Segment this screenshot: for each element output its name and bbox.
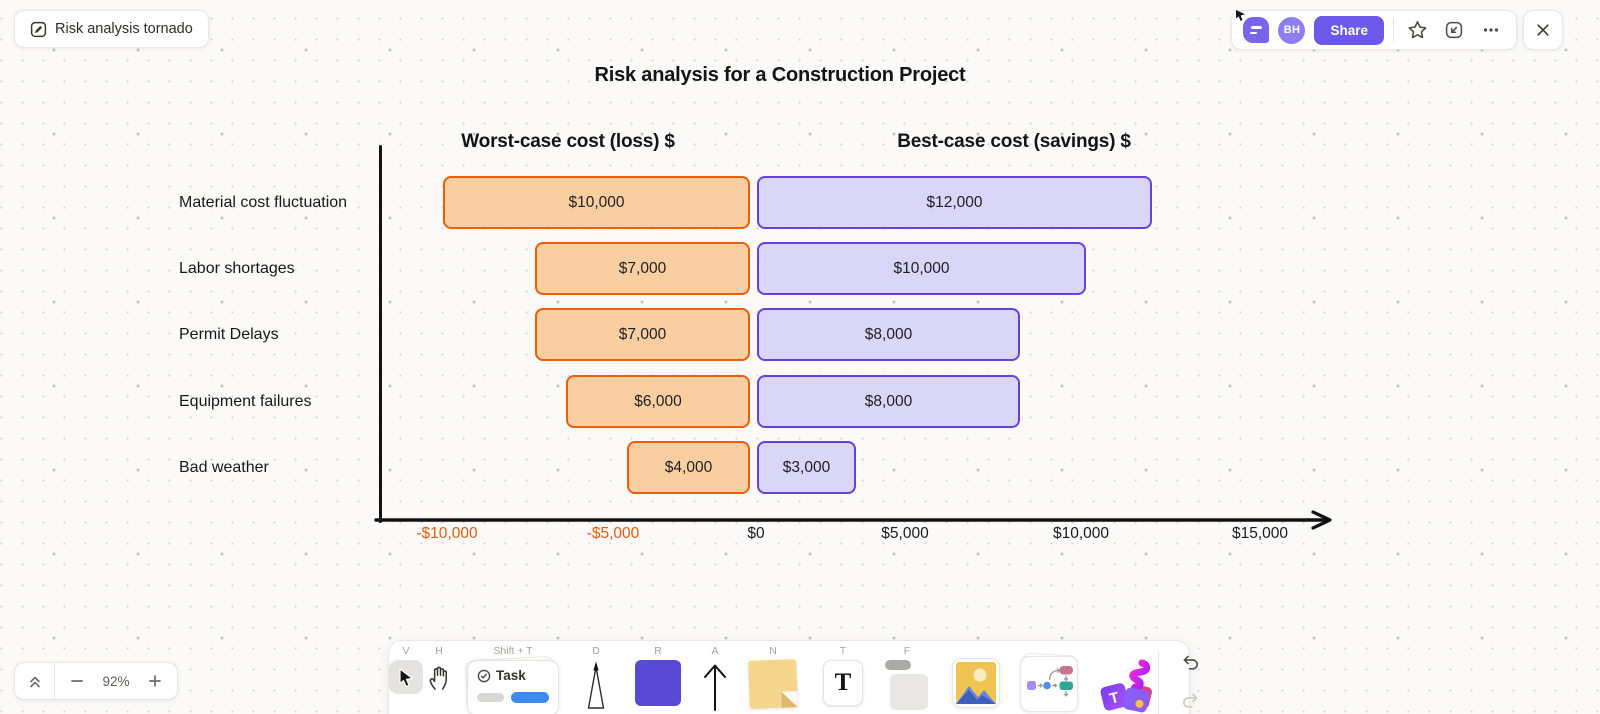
- loss-bar[interactable]: $10,000: [443, 176, 750, 229]
- savings-bar[interactable]: $8,000: [757, 375, 1020, 428]
- loss-bar[interactable]: $4,000: [627, 441, 750, 494]
- redo-icon: [1180, 690, 1201, 711]
- loss-bar[interactable]: $7,000: [535, 242, 750, 295]
- pill-gray: [477, 693, 504, 702]
- ellipsis-icon: [1481, 20, 1501, 40]
- check-circle-icon: [477, 669, 491, 683]
- minus-icon: [70, 674, 84, 688]
- chart-title: Risk analysis for a Construction Project: [594, 64, 966, 86]
- toolbar-divider: [1158, 651, 1159, 714]
- arrow-icon: [699, 660, 731, 712]
- hand-icon: [426, 663, 452, 691]
- task-label: Task: [496, 668, 526, 683]
- tool-frame[interactable]: F: [885, 644, 929, 710]
- axis-tick-label: $0: [747, 525, 765, 542]
- tool-pen[interactable]: D: [583, 644, 609, 710]
- zoom-in-button[interactable]: [141, 667, 169, 695]
- axis-tick-label: -$10,000: [416, 525, 478, 542]
- more-options-button[interactable]: [1477, 16, 1505, 44]
- zoom-out-button[interactable]: [63, 667, 91, 695]
- user-avatar[interactable]: BH: [1278, 16, 1306, 44]
- edit-icon: [30, 21, 47, 38]
- savings-bar[interactable]: $10,000: [757, 242, 1086, 295]
- tool-select[interactable]: V: [389, 644, 423, 694]
- star-icon: [1407, 20, 1428, 41]
- collapse-button[interactable]: [15, 663, 55, 699]
- chevron-double-up-icon: [26, 672, 44, 690]
- plus-icon: [148, 674, 162, 688]
- cursor-icon: [389, 660, 423, 694]
- shortcut-label: A: [711, 645, 719, 657]
- chart-x-axis: [372, 508, 1347, 532]
- tool-text[interactable]: T T: [823, 644, 863, 706]
- tool-task[interactable]: Shift + T Task: [467, 644, 559, 714]
- sticky-note-icon: [748, 659, 798, 709]
- axis-tick-label: $5,000: [881, 525, 929, 542]
- diagram-icon: [1020, 656, 1078, 712]
- close-icon: [1534, 21, 1552, 39]
- tool-diagram[interactable]: [1020, 656, 1078, 712]
- board-title-label: Risk analysis tornado: [55, 21, 193, 37]
- zoom-controls: 92%: [14, 662, 178, 700]
- tools-toolbar: V H Shift + T Task: [388, 640, 1198, 714]
- shortcut-label: V: [402, 645, 410, 657]
- svg-text:T: T: [1108, 689, 1121, 708]
- top-right-toolbar: BH Share: [1231, 10, 1563, 50]
- category-label: Bad weather: [179, 458, 269, 476]
- chart-y-axis: [379, 145, 383, 523]
- shortcut-label: F: [903, 645, 911, 657]
- loss-bar[interactable]: $6,000: [566, 375, 750, 428]
- savings-column-header: Best-case cost (savings) $: [897, 131, 1131, 152]
- tool-stickers[interactable]: T: [1098, 655, 1152, 713]
- collaborator-cursor-icon: [1234, 9, 1247, 23]
- savings-bar[interactable]: $8,000: [757, 308, 1020, 361]
- present-button[interactable]: [1440, 16, 1468, 44]
- rectangle-icon: [635, 660, 681, 706]
- stickers-icon: T: [1098, 655, 1152, 713]
- pill-blue: [510, 692, 549, 703]
- tool-arrow[interactable]: A: [699, 644, 731, 712]
- savings-bar[interactable]: $12,000: [757, 176, 1152, 229]
- favorite-button[interactable]: [1403, 16, 1431, 44]
- share-button[interactable]: Share: [1314, 15, 1384, 45]
- tool-image[interactable]: [952, 658, 1000, 708]
- frame-icon: [885, 660, 929, 710]
- category-label: Material cost fluctuation: [179, 193, 348, 211]
- toolbar-divider: [1393, 18, 1394, 42]
- loss-column-header: Worst-case cost (loss) $: [461, 131, 675, 152]
- axis-tick-label: $10,000: [1052, 525, 1110, 542]
- tool-hand[interactable]: H: [426, 644, 452, 691]
- shortcut-label: T: [839, 645, 847, 657]
- loss-bar[interactable]: $7,000: [535, 308, 750, 361]
- redo-button[interactable]: [1175, 685, 1205, 714]
- text-icon: T: [823, 660, 863, 706]
- shortcut-label: Shift + T: [493, 645, 533, 657]
- category-label: Labor shortages: [179, 259, 295, 277]
- close-button[interactable]: [1523, 10, 1563, 50]
- undo-icon: [1180, 652, 1201, 673]
- shortcut-label: N: [769, 645, 777, 657]
- category-label: Permit Delays: [179, 325, 279, 343]
- tool-rectangle[interactable]: R: [635, 644, 681, 706]
- board-title-button[interactable]: Risk analysis tornado: [14, 10, 209, 48]
- axis-tick-label: $15,000: [1231, 525, 1289, 542]
- tool-note[interactable]: N: [748, 644, 798, 709]
- shortcut-label: D: [592, 645, 600, 657]
- category-label: Equipment failures: [179, 392, 312, 410]
- shortcut-label: R: [654, 645, 662, 657]
- undo-button[interactable]: [1175, 647, 1205, 677]
- pen-icon: [583, 660, 609, 710]
- shortcut-label: H: [435, 645, 443, 657]
- savings-bar[interactable]: $3,000: [757, 441, 856, 494]
- task-card-icon: Task: [467, 660, 559, 714]
- collaborator-avatar[interactable]: [1236, 10, 1270, 43]
- axis-tick-label: -$5,000: [586, 525, 640, 542]
- present-icon: [1444, 20, 1464, 40]
- image-icon: [952, 658, 1000, 708]
- zoom-level[interactable]: 92%: [102, 673, 130, 689]
